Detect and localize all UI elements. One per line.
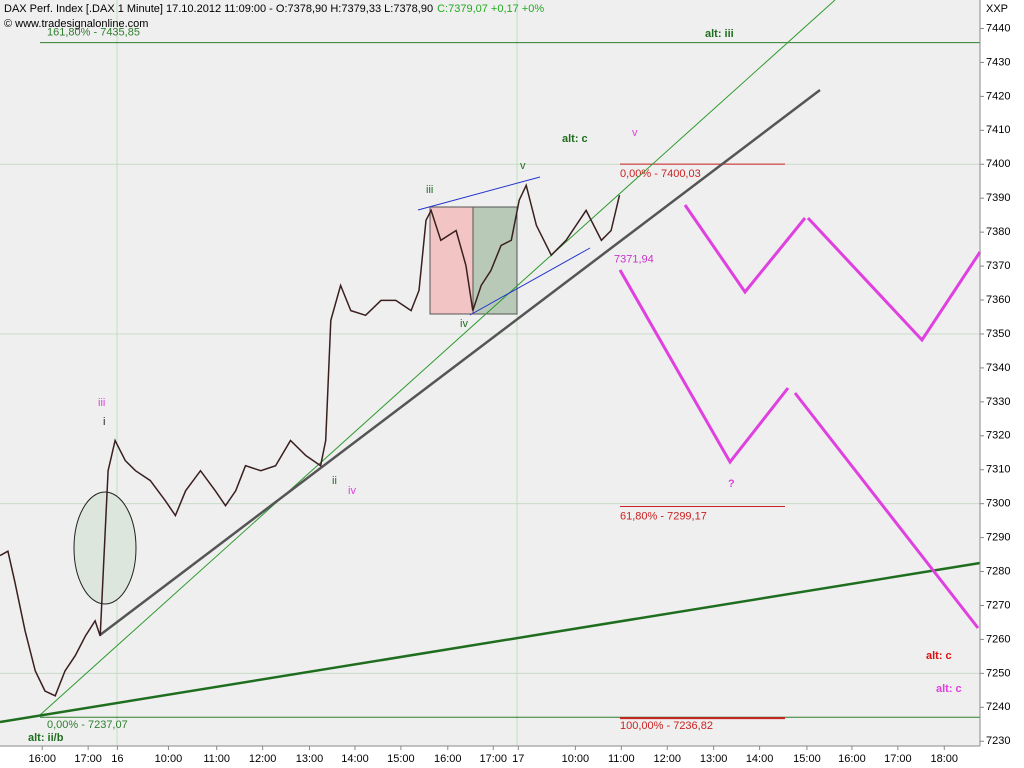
wave-label: iv [460,318,468,330]
wave-label: alt: c [936,683,962,695]
x-tick-label: 13:00 [700,753,728,765]
projection [618,269,790,465]
header-title: DAX Perf. Index [.DAX 1 Minute] 17.10.20… [4,3,433,15]
zone-box [472,206,518,315]
y-tick-label: 7410 [986,124,1010,136]
levels: 161,80% - 7435,85 0,00% - 7237,07 0,00% - … [40,27,980,732]
axis-label: XXP [986,3,1008,15]
x-tick-label: 12:00 [653,753,681,765]
x-tick-label: 16:00 [28,753,56,765]
y-tick-label: 7310 [986,464,1010,476]
x-tick-label: 17 [512,753,524,765]
level-label: 61,80% - 7299,17 [620,510,707,522]
level-label: 100,00% - 7236,82 [620,720,713,732]
series [0,183,621,697]
wave-label: v [520,160,526,172]
x-tick-label: 16:00 [434,753,462,765]
channel-line [417,176,541,211]
y-tick-label: 7370 [986,260,1010,272]
x-tick-label: 15:00 [387,753,415,765]
y-tick-label: 7300 [986,498,1010,510]
zone-box [429,206,474,315]
y-tick-label: 7280 [986,565,1010,577]
y-tick-label: 7440 [986,22,1010,34]
grid [0,163,980,674]
y-tick-label: 7240 [986,701,1010,713]
axes: 7230 7240 7250 7260 7270 7280 7290 7300 7310 7320… [28,22,1010,764]
y-tick-label: 7420 [986,90,1010,102]
projection [683,204,807,295]
x-tick-label: 11:00 [203,753,230,765]
wave-label: ii [332,475,337,487]
y-tick-label: 7430 [986,56,1010,68]
header-close: C:7379,07 +0,17 +0% [437,3,544,15]
y-tick-label: 7400 [986,158,1010,170]
projection [806,216,982,343]
y-tick-label: 7320 [986,430,1010,442]
trend-line [0,561,981,724]
plot-area [0,0,980,746]
wave-label: ? [728,478,735,490]
y-tick-label: 7330 [986,396,1010,408]
annotations: alt: iii alt: c v v iii iv iii i ii iv ?… [28,28,962,744]
wave-label: alt: ii/b [28,732,64,744]
y-tick-label: 7230 [986,735,1010,747]
x-tick-label: 17:00 [74,753,102,765]
projection [793,392,980,629]
level-label: 0,00% - 7237,07 [47,719,128,731]
source: © www.tradesignalonline.com [4,18,148,30]
x-tick-label: 11:00 [608,753,635,765]
wave-label: iv [348,485,356,497]
wave-label: iii [426,184,433,196]
level-label: 7371,94 [614,253,654,265]
y-tick-label: 7390 [986,192,1010,204]
x-tick-label: 18:00 [931,753,959,765]
x-tick-label: 10:00 [562,753,590,765]
x-tick-label: 10:00 [155,753,183,765]
x-tick-label: 12:00 [249,753,277,765]
x-tick-label: 14:00 [746,753,774,765]
y-tick-label: 7270 [986,599,1010,611]
channel-line [469,247,591,316]
price-line [0,183,621,697]
y-tick-label: 7380 [986,226,1010,238]
x-tick-label: 16:00 [838,753,866,765]
x-tick-label: 16 [111,753,123,765]
x-tick-label: 17:00 [884,753,912,765]
wave-label: iii [98,397,105,409]
y-tick-label: 7360 [986,294,1010,306]
x-tick-label: 17:00 [479,753,507,765]
wave-label: i [103,416,105,428]
y-tick-label: 7250 [986,667,1010,679]
y-tick-label: 7340 [986,362,1010,374]
wave-label: v [632,127,638,139]
x-tick-label: 14:00 [341,753,369,765]
y-tick-label: 7260 [986,633,1010,645]
x-tick-label: 13:00 [296,753,324,765]
level-label: 161,80% - 7435,85 [47,27,140,39]
trend-line [99,89,821,636]
wave-label: alt: c [562,133,588,145]
trend-line [39,0,836,716]
x-tick-label: 15:00 [793,753,821,765]
wave-label: alt: c [926,650,952,662]
y-tick-label: 7290 [986,532,1010,544]
level-label: 0,00% - 7400,03 [620,168,701,180]
y-tick-label: 7350 [986,328,1010,340]
wave-label: alt: iii [705,28,734,40]
